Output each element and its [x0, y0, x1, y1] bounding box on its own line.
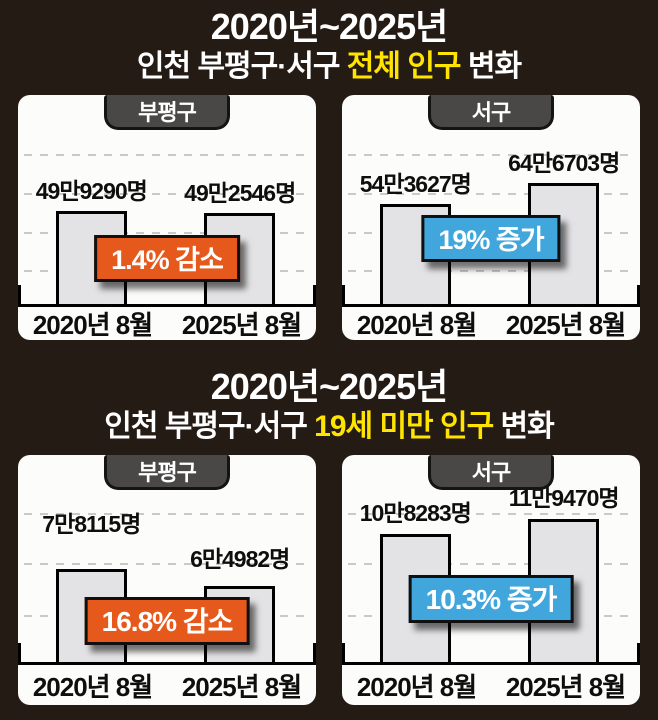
axis-baseline: [342, 643, 640, 665]
title-years: 2020년~2025년: [210, 6, 448, 47]
gridline: [24, 513, 310, 515]
x-label-2025: 2025년 8월: [505, 310, 626, 340]
gridline: [348, 193, 634, 195]
axis-baseline: [18, 643, 316, 665]
district-tab-bupyeong: 부평구: [104, 455, 230, 490]
district-tab-label: 부평구: [138, 460, 197, 485]
bar-value-label: 6만4982명: [190, 546, 290, 573]
district-tab-seogu: 서구: [428, 455, 554, 490]
change-badge-decrease: 1.4% 감소: [94, 235, 240, 282]
title-suffix: 변화: [460, 50, 522, 83]
section-total-population: 2020년~2025년 인천 부평구·서구 전체 인구 변화 부평구 49만92…: [0, 0, 658, 340]
bar-value-label: 7만8115명: [42, 511, 141, 538]
x-label-2025: 2025년 8월: [505, 671, 626, 702]
panel-seogu-under19: 서구 10만8283명 11만9470명 2020년 8월 2025년 8월 1…: [342, 455, 640, 705]
gridline: [348, 154, 634, 156]
district-tab-seogu: 서구: [428, 95, 554, 130]
gridline: [24, 563, 310, 565]
change-badge-increase: 19% 증가: [421, 215, 561, 262]
bar-value-label: 49만9290명: [35, 177, 148, 204]
gridline: [348, 270, 634, 272]
district-tab-label: 부평구: [138, 100, 197, 125]
gridline: [348, 513, 634, 515]
x-axis-labels: 2020년 8월 2025년 8월: [342, 307, 640, 340]
title-highlight: 19세 미만 인구: [314, 410, 494, 443]
bar-value-label: 10만8283명: [359, 500, 472, 527]
x-label-2020: 2020년 8월: [356, 671, 477, 702]
panels-row-total: 부평구 49만9290명 49만2546명 2020년 8월 2025년 8월: [18, 95, 640, 340]
gridline: [24, 232, 310, 234]
x-label-2020: 2020년 8월: [32, 671, 153, 702]
bar-group-2020: 49만9290명: [36, 95, 148, 305]
bar-value-label: 49만2546명: [184, 179, 296, 206]
section-title: 2020년~2025년 인천 부평구·서구 19세 미만 인구 변화: [0, 366, 658, 446]
change-badge-increase: 10.3% 증가: [408, 575, 574, 623]
district-tab-bupyeong: 부평구: [104, 95, 230, 130]
x-axis-labels: 2020년 8월 2025년 8월: [18, 665, 316, 705]
panel-seogu-total: 서구 54만3627명 64만6703명 2020년 8월 2025년 8월: [342, 95, 640, 340]
title-highlight: 전체 인구: [346, 50, 462, 83]
district-tab-label: 서구: [471, 100, 511, 125]
title-years: 2020년~2025년: [210, 366, 448, 407]
x-axis-labels: 2020년 8월 2025년 8월: [342, 665, 640, 705]
axis-baseline: [342, 285, 640, 307]
x-label-2025: 2025년 8월: [181, 671, 302, 702]
axis-baseline: [18, 285, 316, 307]
section-title: 2020년~2025년 인천 부평구·서구 전체 인구 변화: [0, 0, 658, 86]
title-suffix: 변화: [493, 410, 555, 443]
title-subject: 인천 부평구·서구 전체 인구 변화: [0, 48, 658, 86]
section-under19-population: 2020년~2025년 인천 부평구·서구 19세 미만 인구 변화 부평구 7…: [0, 366, 658, 705]
title-prefix: 인천 부평구·서구: [136, 50, 347, 83]
title-subject: 인천 부평구·서구 19세 미만 인구 변화: [0, 408, 658, 446]
change-badge-decrease: 16.8% 감소: [84, 597, 250, 645]
x-label-2020: 2020년 8월: [32, 310, 153, 340]
gridline: [24, 193, 310, 195]
bar-value-label: 64만6703명: [508, 150, 620, 177]
title-prefix: 인천 부평구·서구: [104, 410, 315, 443]
x-label-2020: 2020년 8월: [356, 310, 477, 340]
gridline: [348, 563, 634, 565]
gridline: [24, 154, 310, 156]
panel-bupyeong-under19: 부평구 7만8115명 6만4982명 2020년 8월 2025년 8월 16…: [18, 455, 316, 705]
x-axis-labels: 2020년 8월 2025년 8월: [18, 307, 316, 340]
panel-bupyeong-total: 부평구 49만9290명 49만2546명 2020년 8월 2025년 8월: [18, 95, 316, 340]
panels-row-under19: 부평구 7만8115명 6만4982명 2020년 8월 2025년 8월 16…: [18, 455, 640, 705]
x-label-2025: 2025년 8월: [181, 310, 302, 340]
district-tab-label: 서구: [471, 460, 511, 485]
bar-value-label: 54만3627명: [359, 171, 472, 198]
